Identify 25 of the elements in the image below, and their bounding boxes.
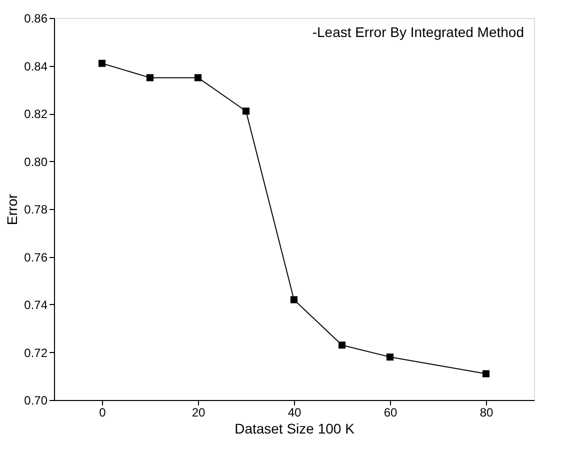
x-tick-label: 80 xyxy=(480,406,494,420)
y-tick-label: 0.76 xyxy=(24,250,48,264)
y-tick-label: 0.70 xyxy=(24,394,48,408)
point xyxy=(194,74,202,82)
y-axis-title: Error xyxy=(4,194,20,226)
point xyxy=(482,370,490,378)
y-tick-label: 0.78 xyxy=(24,202,48,216)
annotation: -Least Error By Integrated Method xyxy=(312,24,524,40)
point xyxy=(242,108,250,115)
x-tick-label: 60 xyxy=(384,406,398,420)
x-axis-title: Dataset Size 100 K xyxy=(234,420,356,436)
x-tick-label: 20 xyxy=(192,406,206,420)
y-tick-label: 0.74 xyxy=(24,298,48,312)
y-tick-label: 0.84 xyxy=(24,59,48,74)
x-tick-label: 40 xyxy=(288,406,302,420)
point xyxy=(98,60,106,67)
point xyxy=(338,342,346,349)
point xyxy=(386,353,394,361)
point xyxy=(146,74,154,82)
point xyxy=(290,296,298,304)
y-tick-label: 0.82 xyxy=(24,107,48,121)
y-tick-label: 0.80 xyxy=(24,154,48,169)
y-tick-label: 0.72 xyxy=(24,346,48,360)
x-tick-label: 0 xyxy=(99,406,106,420)
y-tick-label: 0.86 xyxy=(24,12,48,26)
